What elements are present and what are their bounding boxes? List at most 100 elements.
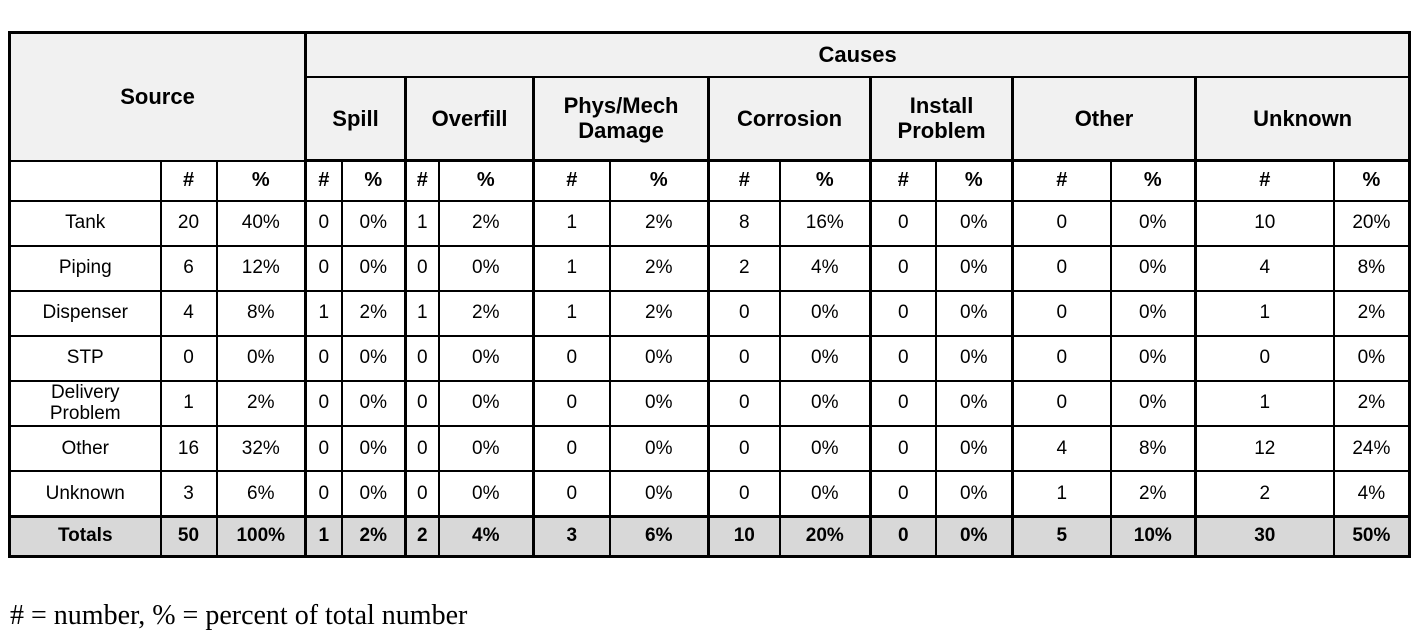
- col-header-number: #: [707, 159, 781, 202]
- data-cell: 0: [404, 334, 440, 382]
- data-cell: 0%: [340, 379, 407, 428]
- data-cell: 0: [707, 470, 781, 518]
- data-cell: 4: [159, 289, 218, 337]
- data-cell: 1: [404, 289, 440, 337]
- group-header-corrosion: Corrosion: [707, 75, 872, 162]
- data-cell: 1: [532, 244, 611, 292]
- data-cell: 0%: [934, 199, 1014, 247]
- row-label-cell: Dispenser: [8, 289, 162, 337]
- data-cell: 2%: [608, 199, 710, 247]
- totals-cell: 20%: [778, 514, 872, 558]
- causes-header-row: Source Causes: [8, 31, 1411, 162]
- group-header-other: Other: [1011, 75, 1197, 162]
- data-cell: 2%: [608, 244, 710, 292]
- data-cell: 8: [707, 199, 781, 247]
- data-cell: 0: [404, 425, 440, 473]
- data-cell: 8%: [1109, 425, 1197, 473]
- data-cell: 0: [1011, 289, 1112, 337]
- group-header-overfill: Overfill: [404, 75, 535, 162]
- data-cell: 0: [532, 379, 611, 428]
- data-cell: 2%: [608, 289, 710, 337]
- data-cell: 1: [304, 289, 343, 337]
- data-cell: 0%: [778, 289, 872, 337]
- totals-cell: 10%: [1109, 514, 1197, 558]
- data-cell: 16: [159, 425, 218, 473]
- col-header-percent: %: [1332, 159, 1411, 202]
- data-cell: 0%: [934, 425, 1014, 473]
- data-cell: 0: [532, 425, 611, 473]
- table-row: Other 16 32% 0 0% 0 0% 0 0% 0 0% 0 0% 4 8% 12 24%: [8, 425, 1411, 473]
- data-cell: 1: [532, 289, 611, 337]
- data-cell: 2%: [215, 379, 307, 428]
- totals-cell: 30: [1194, 514, 1335, 558]
- data-cell: 0%: [608, 425, 710, 473]
- data-cell: 0%: [608, 334, 710, 382]
- data-cell: 0: [869, 425, 937, 473]
- data-cell: 2%: [1109, 470, 1197, 518]
- table-row: Tank 20 40% 0 0% 1 2% 1 2% 8 16% 0 0% 0 0% 10 20%: [8, 199, 1411, 247]
- table-row: Piping 6 12% 0 0% 0 0% 1 2% 2 4% 0 0% 0 0% 4 8%: [8, 244, 1411, 292]
- totals-cell: 3: [532, 514, 611, 558]
- data-cell: 0%: [608, 379, 710, 428]
- data-cell: 0: [159, 334, 218, 382]
- data-cell: 0: [707, 425, 781, 473]
- col-header-percent: %: [437, 159, 535, 202]
- totals-cell: 2: [404, 514, 440, 558]
- data-cell: 1: [404, 199, 440, 247]
- footnote: # = number, % = percent of total number: [10, 600, 468, 631]
- col-header-number: #: [304, 159, 343, 202]
- data-cell: 0: [869, 244, 937, 292]
- data-cell: 0: [869, 289, 937, 337]
- row-label-cell: Delivery Problem: [8, 379, 162, 428]
- totals-cell: 0%: [934, 514, 1014, 558]
- data-cell: 3: [159, 470, 218, 518]
- data-cell: 0: [869, 199, 937, 247]
- data-cell: 4%: [778, 244, 872, 292]
- data-cell: 0%: [340, 334, 407, 382]
- totals-cell: 50: [159, 514, 218, 558]
- data-cell: 32%: [215, 425, 307, 473]
- data-cell: 0%: [215, 334, 307, 382]
- data-cell: 40%: [215, 199, 307, 247]
- data-cell: 0: [532, 334, 611, 382]
- data-cell: 0%: [778, 334, 872, 382]
- row-label-cell: Piping: [8, 244, 162, 292]
- data-cell: 1: [1194, 289, 1335, 337]
- col-header-percent: %: [1109, 159, 1197, 202]
- data-cell: 10: [1194, 199, 1335, 247]
- data-cell: 4%: [1332, 470, 1411, 518]
- data-cell: 20%: [1332, 199, 1411, 247]
- totals-cell: 0: [869, 514, 937, 558]
- data-cell: 4: [1194, 244, 1335, 292]
- col-header-number: #: [1011, 159, 1112, 202]
- data-cell: 0%: [437, 379, 535, 428]
- totals-cell: 6%: [608, 514, 710, 558]
- data-cell: 16%: [778, 199, 872, 247]
- table-row: Unknown 3 6% 0 0% 0 0% 0 0% 0 0% 0 0% 1 2% 2 4%: [8, 470, 1411, 518]
- data-cell: 0%: [934, 470, 1014, 518]
- data-cell: 2%: [1332, 289, 1411, 337]
- data-cell: 24%: [1332, 425, 1411, 473]
- data-cell: 0%: [340, 425, 407, 473]
- data-cell: 2%: [437, 289, 535, 337]
- data-cell: 2: [707, 244, 781, 292]
- data-cell: 0%: [608, 470, 710, 518]
- data-cell: 8%: [1332, 244, 1411, 292]
- data-cell: 0: [304, 379, 343, 428]
- table-row: Totals 50 100% 1 2% 2 4% 3 6% 10 20% 0 0% 5 10% 30 50%: [8, 514, 1411, 558]
- row-label-cell: Tank: [8, 199, 162, 247]
- table-row: Delivery Problem 1 2% 0 0% 0 0% 0 0% 0 0% 0 0% 0 0% 1 2%: [8, 379, 1411, 428]
- data-cell: 0%: [437, 334, 535, 382]
- data-cell: 0: [869, 470, 937, 518]
- data-cell: 0: [532, 470, 611, 518]
- group-header-spill: Spill: [304, 75, 407, 162]
- data-cell: 0%: [437, 470, 535, 518]
- table-body: Tank 20 40% 0 0% 1 2% 1 2% 8 16% 0 0% 0 0% 10 20% Piping 6…: [8, 199, 1411, 558]
- data-cell: 0: [869, 334, 937, 382]
- col-header-percent: %: [778, 159, 872, 202]
- totals-cell: 10: [707, 514, 781, 558]
- data-cell: 0: [404, 244, 440, 292]
- data-cell: 2%: [1332, 379, 1411, 428]
- col-header-percent: %: [340, 159, 407, 202]
